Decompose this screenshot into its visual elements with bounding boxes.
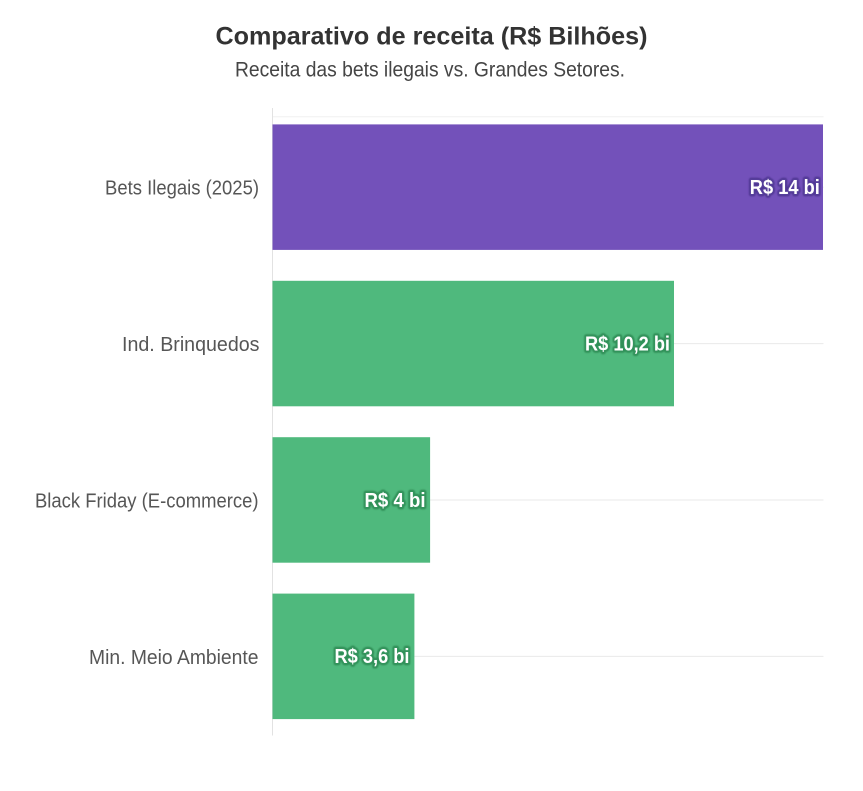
svg-text:R$ 4 bi: R$ 4 bi xyxy=(365,490,426,512)
svg-text:R$ 10,2 bi: R$ 10,2 bi xyxy=(585,333,670,355)
svg-text:R$ 4 bi: R$ 4 bi xyxy=(365,490,426,512)
svg-text:Comparativo de receita (R$ Bil: Comparativo de receita (R$ Bilhões) xyxy=(216,23,648,51)
svg-text:R$ 3,6 bi: R$ 3,6 bi xyxy=(335,646,410,668)
svg-text:Black Friday (E-commerce): Black Friday (E-commerce) xyxy=(35,491,259,513)
svg-text:R$ 14 bi: R$ 14 bi xyxy=(750,177,820,199)
svg-text:R$ 3,6 bi: R$ 3,6 bi xyxy=(335,646,410,668)
svg-text:Receita das bets ilegais vs. G: Receita das bets ilegais vs. Grandes Set… xyxy=(235,59,625,82)
svg-text:R$ 10,2 bi: R$ 10,2 bi xyxy=(585,333,670,355)
svg-text:Ind. Brinquedos: Ind. Brinquedos xyxy=(122,334,260,356)
svg-text:Bets Ilegais (2025): Bets Ilegais (2025) xyxy=(105,178,259,200)
svg-text:R$ 14 bi: R$ 14 bi xyxy=(750,177,820,199)
svg-text:Min. Meio Ambiente: Min. Meio Ambiente xyxy=(89,647,259,669)
